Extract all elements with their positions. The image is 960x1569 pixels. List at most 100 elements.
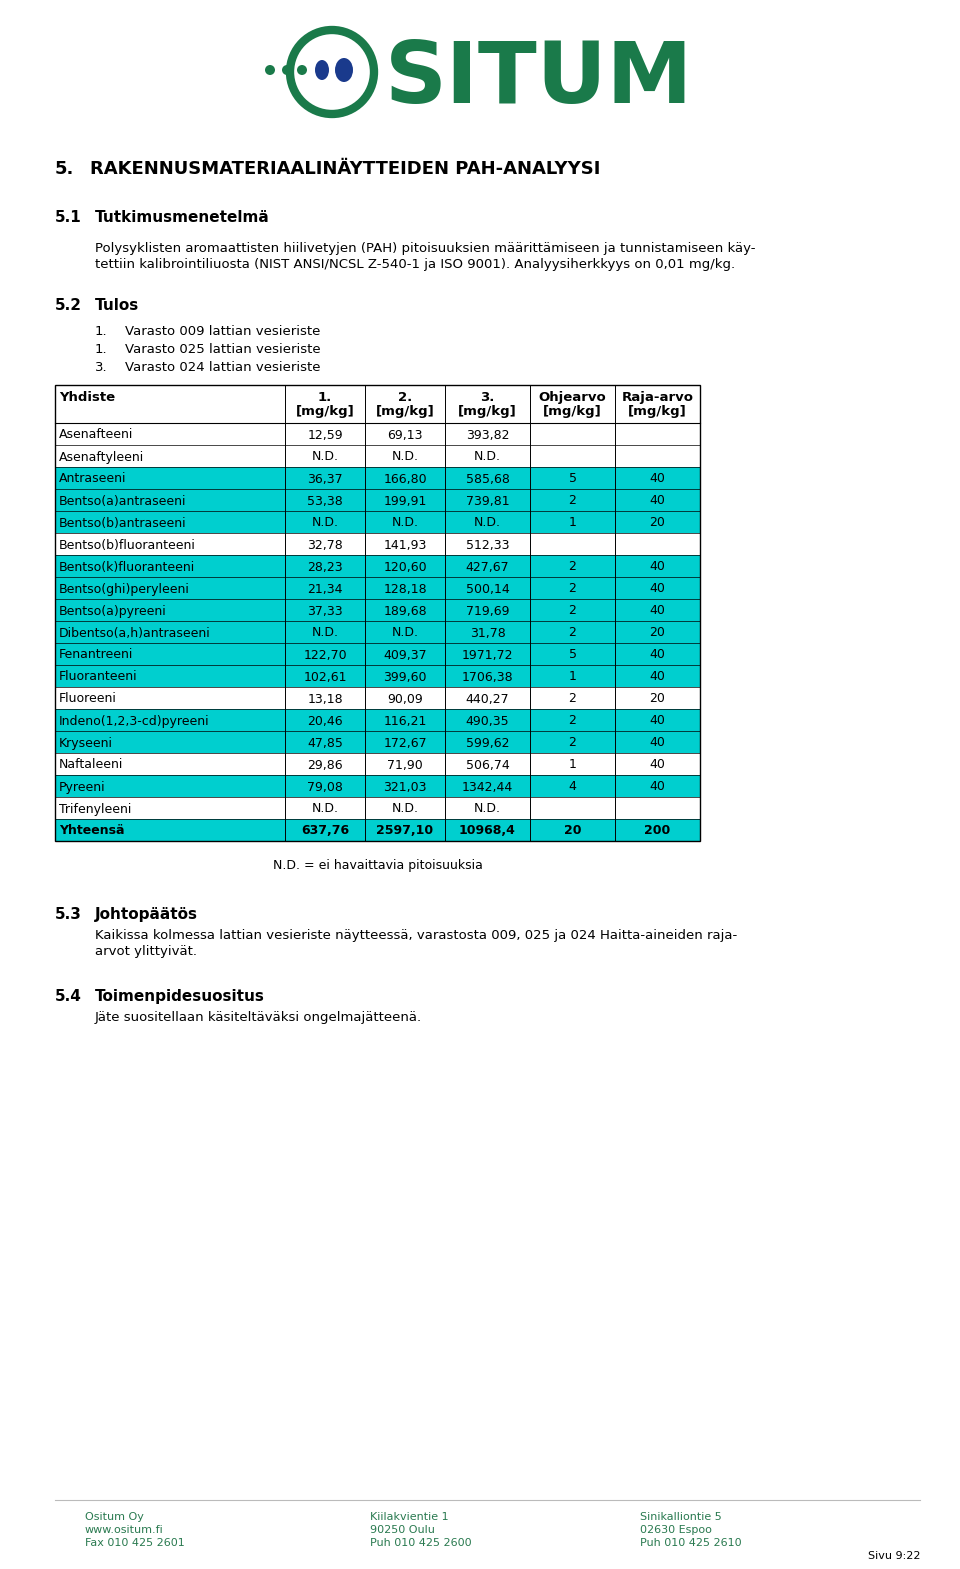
Text: 321,03: 321,03 xyxy=(383,780,427,794)
Text: 5.4: 5.4 xyxy=(55,988,82,1004)
Text: N.D.: N.D. xyxy=(474,450,501,463)
Text: N.D.: N.D. xyxy=(392,626,419,640)
Text: 3.: 3. xyxy=(480,391,494,403)
Text: Toimenpidesuositus: Toimenpidesuositus xyxy=(95,988,265,1004)
Text: Johtopäätös: Johtopäätös xyxy=(95,907,198,923)
Text: Fenantreeni: Fenantreeni xyxy=(59,648,133,662)
Text: 36,37: 36,37 xyxy=(307,472,343,485)
Text: [mg/kg]: [mg/kg] xyxy=(458,405,516,417)
Text: 40: 40 xyxy=(650,604,665,618)
Text: 200: 200 xyxy=(644,824,671,838)
Text: 128,18: 128,18 xyxy=(383,582,427,596)
Text: 2.: 2. xyxy=(397,391,412,403)
Bar xyxy=(55,511,700,533)
Text: N.D.: N.D. xyxy=(474,516,501,529)
Text: www.ositum.fi: www.ositum.fi xyxy=(85,1525,164,1534)
Text: 440,27: 440,27 xyxy=(466,692,510,706)
Bar xyxy=(55,468,700,490)
Ellipse shape xyxy=(315,60,329,80)
Text: 5.2: 5.2 xyxy=(55,298,82,312)
Text: 40: 40 xyxy=(650,560,665,574)
Text: 47,85: 47,85 xyxy=(307,736,343,750)
Text: 1971,72: 1971,72 xyxy=(462,648,514,662)
Text: 409,37: 409,37 xyxy=(383,648,427,662)
Text: Fax 010 425 2601: Fax 010 425 2601 xyxy=(85,1538,184,1549)
Text: 2: 2 xyxy=(568,582,576,596)
Text: 5: 5 xyxy=(568,648,577,662)
Text: 40: 40 xyxy=(650,714,665,728)
Text: 90,09: 90,09 xyxy=(387,692,422,706)
Text: 120,60: 120,60 xyxy=(383,560,427,574)
Text: Sivu 9:22: Sivu 9:22 xyxy=(868,1552,920,1561)
Bar xyxy=(55,709,700,731)
Text: [mg/kg]: [mg/kg] xyxy=(543,405,602,417)
Text: 1: 1 xyxy=(568,670,576,684)
Text: 40: 40 xyxy=(650,670,665,684)
Circle shape xyxy=(265,64,275,75)
Text: Asenaftyleeni: Asenaftyleeni xyxy=(59,450,144,463)
Text: Kiilakvientie 1: Kiilakvientie 1 xyxy=(370,1513,448,1522)
Text: 4: 4 xyxy=(568,780,576,794)
Text: 599,62: 599,62 xyxy=(466,736,509,750)
Text: Tutkimusmenetelmä: Tutkimusmenetelmä xyxy=(95,210,270,224)
Text: [mg/kg]: [mg/kg] xyxy=(628,405,686,417)
Text: Bentso(k)fluoranteeni: Bentso(k)fluoranteeni xyxy=(59,560,195,574)
Text: Varasto 024 lattian vesieriste: Varasto 024 lattian vesieriste xyxy=(125,361,321,373)
Text: Fluoranteeni: Fluoranteeni xyxy=(59,670,137,684)
Text: N.D.: N.D. xyxy=(311,516,339,529)
Bar xyxy=(55,446,700,468)
Bar xyxy=(55,490,700,511)
Text: N.D.: N.D. xyxy=(311,450,339,463)
Text: 2: 2 xyxy=(568,714,576,728)
Text: Raja-arvo: Raja-arvo xyxy=(621,391,693,403)
Bar xyxy=(55,599,700,621)
Text: 5: 5 xyxy=(568,472,577,485)
Text: Antraseeni: Antraseeni xyxy=(59,472,127,485)
Text: 393,82: 393,82 xyxy=(466,428,509,441)
Text: 20: 20 xyxy=(650,692,665,706)
Text: Yhteensä: Yhteensä xyxy=(59,824,125,838)
Text: 13,18: 13,18 xyxy=(307,692,343,706)
Bar xyxy=(55,731,700,753)
Text: N.D.: N.D. xyxy=(392,516,419,529)
Text: N.D.: N.D. xyxy=(311,802,339,816)
Bar xyxy=(55,819,700,841)
Text: 02630 Espoo: 02630 Espoo xyxy=(640,1525,712,1534)
Text: 29,86: 29,86 xyxy=(307,758,343,772)
Bar xyxy=(55,533,700,555)
Text: Indeno(1,2,3-cd)pyreeni: Indeno(1,2,3-cd)pyreeni xyxy=(59,714,209,728)
Text: 2597,10: 2597,10 xyxy=(376,824,434,838)
Text: 1: 1 xyxy=(568,758,576,772)
Bar xyxy=(55,384,700,841)
Text: Kaikissa kolmessa lattian vesieriste näytteessä, varastosta 009, 025 ja 024 Hait: Kaikissa kolmessa lattian vesieriste näy… xyxy=(95,929,737,941)
Text: 40: 40 xyxy=(650,758,665,772)
Text: Bentso(a)antraseeni: Bentso(a)antraseeni xyxy=(59,494,186,507)
Text: 40: 40 xyxy=(650,736,665,750)
Text: N.D. = ei havaittavia pitoisuuksia: N.D. = ei havaittavia pitoisuuksia xyxy=(273,858,483,872)
Text: Puh 010 425 2610: Puh 010 425 2610 xyxy=(640,1538,742,1549)
Text: Jäte suositellaan käsiteltäväksi ongelmajätteenä.: Jäte suositellaan käsiteltäväksi ongelma… xyxy=(95,1010,422,1025)
Text: 20: 20 xyxy=(650,516,665,529)
Text: 40: 40 xyxy=(650,472,665,485)
Text: Trifenyleeni: Trifenyleeni xyxy=(59,802,132,816)
Text: N.D.: N.D. xyxy=(474,802,501,816)
Text: 5.1: 5.1 xyxy=(55,210,82,224)
Text: 189,68: 189,68 xyxy=(383,604,427,618)
Bar xyxy=(55,621,700,643)
Text: RAKENNUSMATERIAALINÄYTTEIDEN PAH-ANALYYSI: RAKENNUSMATERIAALINÄYTTEIDEN PAH-ANALYYS… xyxy=(90,160,600,177)
Text: 1.: 1. xyxy=(318,391,332,403)
Text: 40: 40 xyxy=(650,780,665,794)
Text: 20,46: 20,46 xyxy=(307,714,343,728)
Text: 1342,44: 1342,44 xyxy=(462,780,514,794)
Text: Varasto 009 lattian vesieriste: Varasto 009 lattian vesieriste xyxy=(125,325,321,337)
Text: [mg/kg]: [mg/kg] xyxy=(296,405,354,417)
Text: 2: 2 xyxy=(568,626,576,640)
Text: 585,68: 585,68 xyxy=(466,472,510,485)
Text: 719,69: 719,69 xyxy=(466,604,509,618)
Text: 5.3: 5.3 xyxy=(55,907,82,923)
Text: 69,13: 69,13 xyxy=(387,428,422,441)
Text: 739,81: 739,81 xyxy=(466,494,510,507)
Text: 512,33: 512,33 xyxy=(466,538,509,551)
Text: 116,21: 116,21 xyxy=(383,714,426,728)
Bar xyxy=(55,775,700,797)
